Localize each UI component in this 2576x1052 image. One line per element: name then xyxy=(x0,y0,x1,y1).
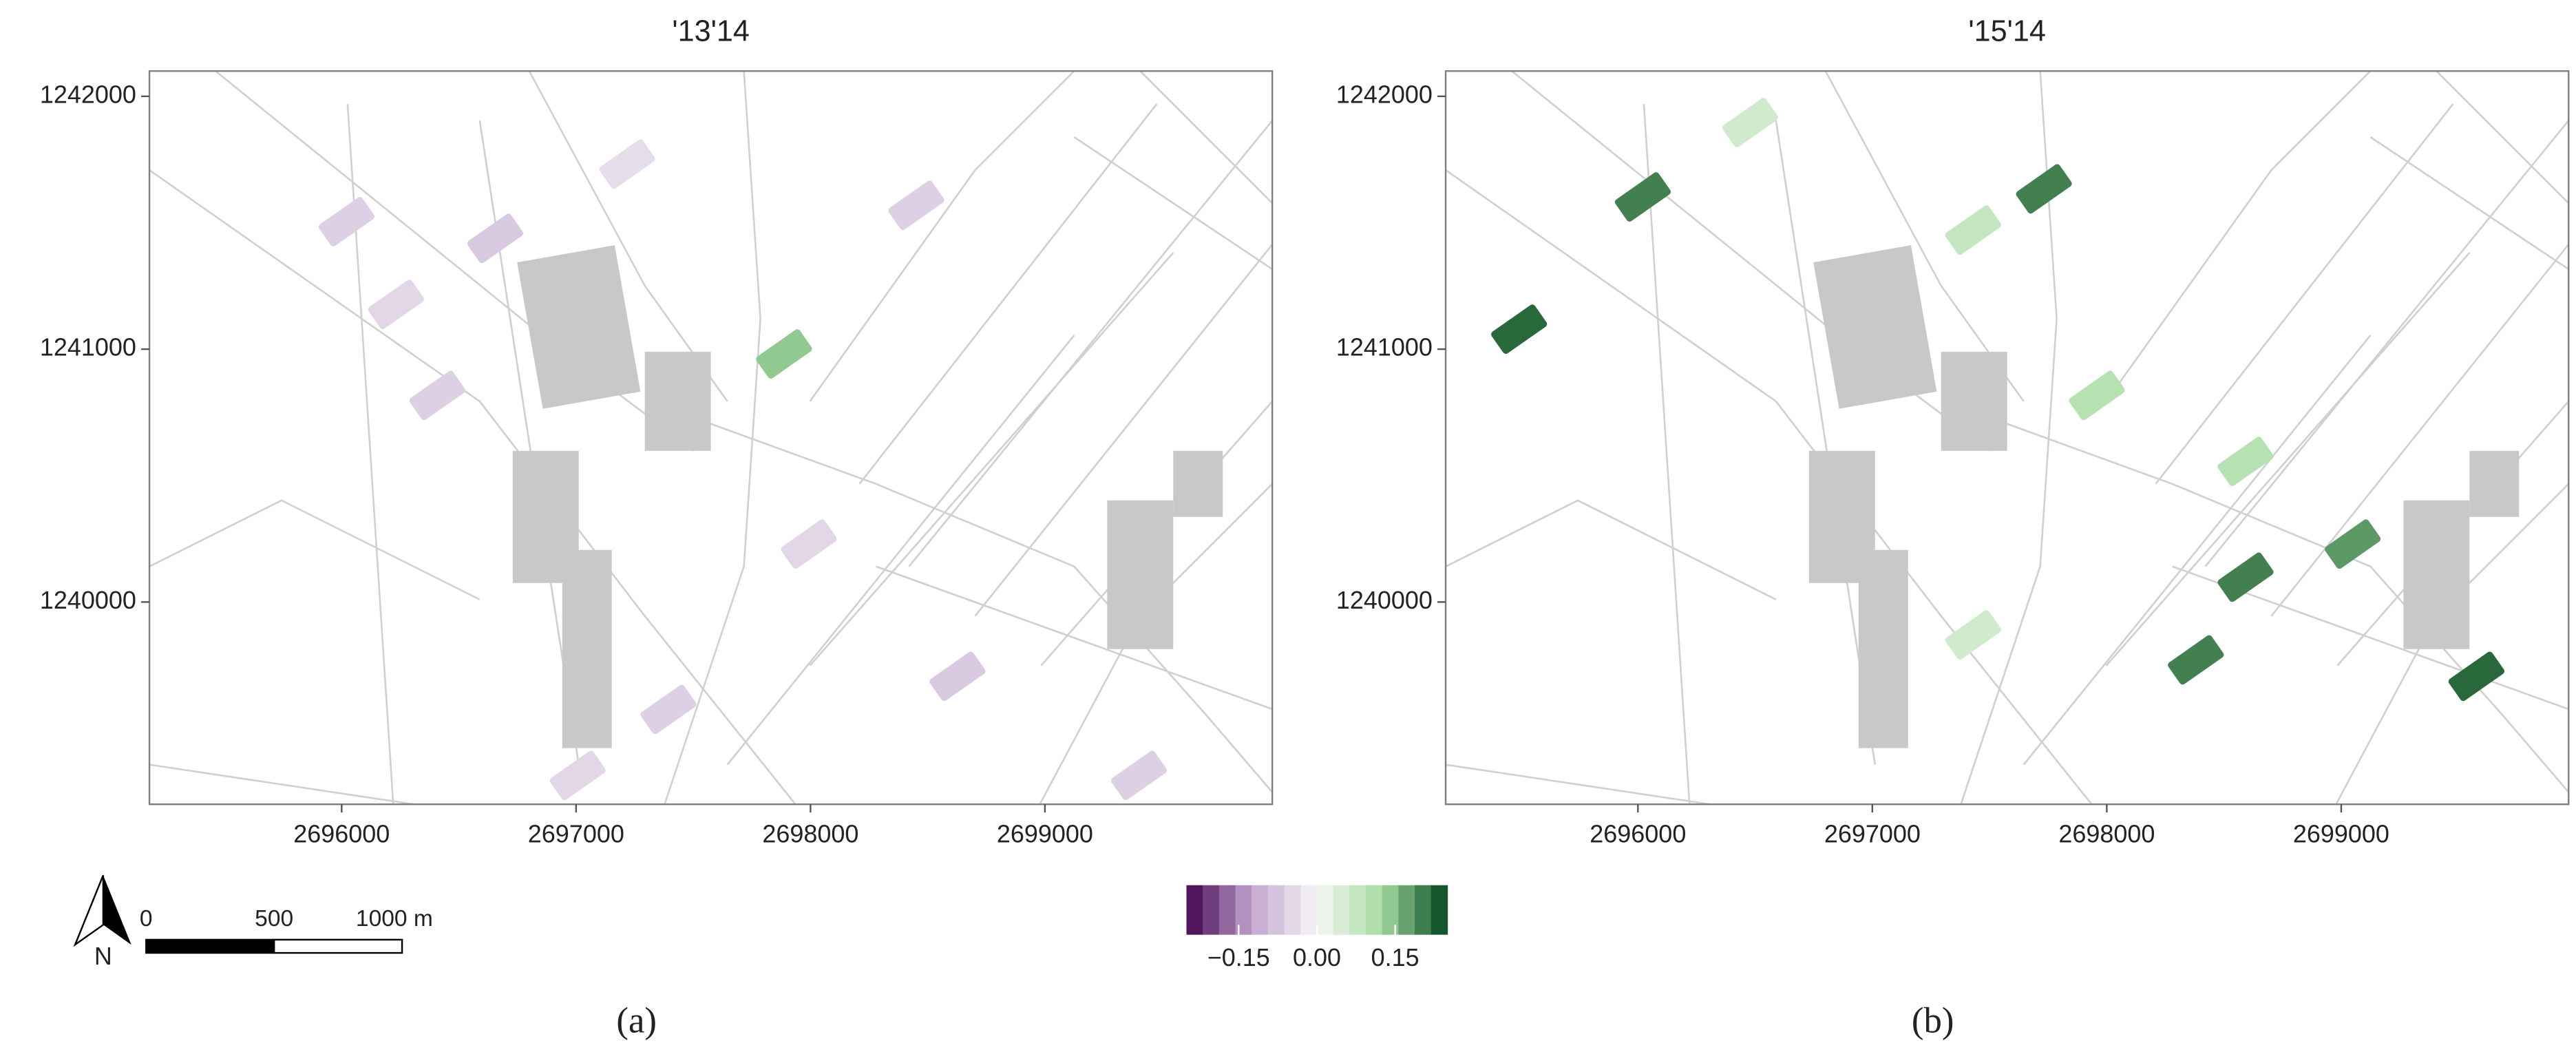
field xyxy=(467,213,523,264)
colorbar-step xyxy=(1349,885,1366,935)
colorbar-label: −0.15 xyxy=(1207,943,1270,971)
scale-segment xyxy=(145,938,275,954)
field xyxy=(599,139,655,189)
colorbar-label: 0.15 xyxy=(1371,943,1419,971)
field xyxy=(2217,552,2274,602)
field xyxy=(368,280,424,329)
field xyxy=(1614,172,1671,222)
field xyxy=(2325,519,2381,569)
colorbar-step xyxy=(1284,885,1302,935)
colorbar-step xyxy=(1267,885,1285,935)
field xyxy=(1110,750,1168,801)
map-panel: '13'14 2696000 2697000 2698000 2699000 124000… xyxy=(40,14,1274,1040)
field xyxy=(2016,164,2072,214)
colorbar-step xyxy=(1218,885,1236,935)
field xyxy=(640,684,697,735)
colorbar-step xyxy=(1415,885,1432,935)
field xyxy=(2069,370,2125,421)
colorbar: −0.15 0.00 0.15 xyxy=(1186,885,1448,971)
map-panel: '15'14 2696000 2697000 2698000 2699000 124000… xyxy=(1336,14,2570,1040)
field xyxy=(781,519,837,569)
colorbar-step xyxy=(1382,885,1400,935)
x-tick-label: 2696000 xyxy=(1590,819,1686,848)
field xyxy=(549,750,606,801)
field xyxy=(756,329,812,379)
field xyxy=(409,370,465,421)
x-tick-label: 2697000 xyxy=(528,819,624,848)
field xyxy=(1945,205,2001,255)
colorbar-step xyxy=(1300,885,1318,935)
x-tick-label: 2698000 xyxy=(2058,819,2155,848)
y-tick-label: 1241000 xyxy=(1336,333,1433,361)
colorbar-step xyxy=(1366,885,1383,935)
north-label: N xyxy=(94,942,112,970)
y-tick-label: 1242000 xyxy=(40,80,136,108)
scale-label: 500 xyxy=(255,906,293,932)
field xyxy=(2168,635,2224,685)
map-content xyxy=(1446,71,2569,805)
panels: '13'14 2696000 2697000 2698000 2699000 124000… xyxy=(40,14,2570,1040)
x-tick-label: 2699000 xyxy=(2293,819,2389,848)
field xyxy=(929,651,986,702)
x-tick-label: 2696000 xyxy=(293,819,390,848)
colorbar-step xyxy=(1333,885,1351,935)
y-tick-label: 1242000 xyxy=(1336,80,1433,108)
x-tick-label: 2697000 xyxy=(1824,819,1921,848)
scale-label: 1000 m xyxy=(356,906,433,932)
colorbar-step xyxy=(1398,885,1415,935)
plot-frame xyxy=(148,70,1274,806)
scale-segment xyxy=(273,938,403,954)
colorbar-step xyxy=(1186,885,1203,935)
colorbar-step xyxy=(1252,885,1269,935)
colorbar-step xyxy=(1430,885,1448,935)
panel-label: (b) xyxy=(1912,1000,1954,1040)
plot-frame xyxy=(1444,70,2570,806)
scale-bar: 0 500 1000 m xyxy=(140,906,433,954)
field xyxy=(1722,98,1778,147)
field xyxy=(1491,304,1548,354)
north-arrow: N xyxy=(73,874,131,970)
y-tick-label: 1240000 xyxy=(1336,586,1433,614)
field xyxy=(318,197,375,246)
y-tick-label: 1241000 xyxy=(40,333,136,361)
field xyxy=(888,180,944,231)
panel-label: (a) xyxy=(616,1000,657,1040)
field xyxy=(2448,651,2504,702)
road-network xyxy=(149,71,1273,805)
panel-title: '15'14 xyxy=(1968,14,2046,48)
colorbar-step xyxy=(1316,885,1334,935)
colorbar-step xyxy=(1203,885,1220,935)
x-tick-label: 2698000 xyxy=(762,819,858,848)
road-network xyxy=(1446,71,2569,805)
colorbar-label: 0.00 xyxy=(1293,943,1341,971)
x-tick-label: 2699000 xyxy=(997,819,1093,848)
field xyxy=(2217,436,2274,487)
field xyxy=(1945,610,2001,660)
map-content xyxy=(149,71,1273,805)
y-tick-label: 1240000 xyxy=(40,586,136,614)
scale-label: 0 xyxy=(140,906,153,932)
panel-title: '13'14 xyxy=(672,14,750,48)
